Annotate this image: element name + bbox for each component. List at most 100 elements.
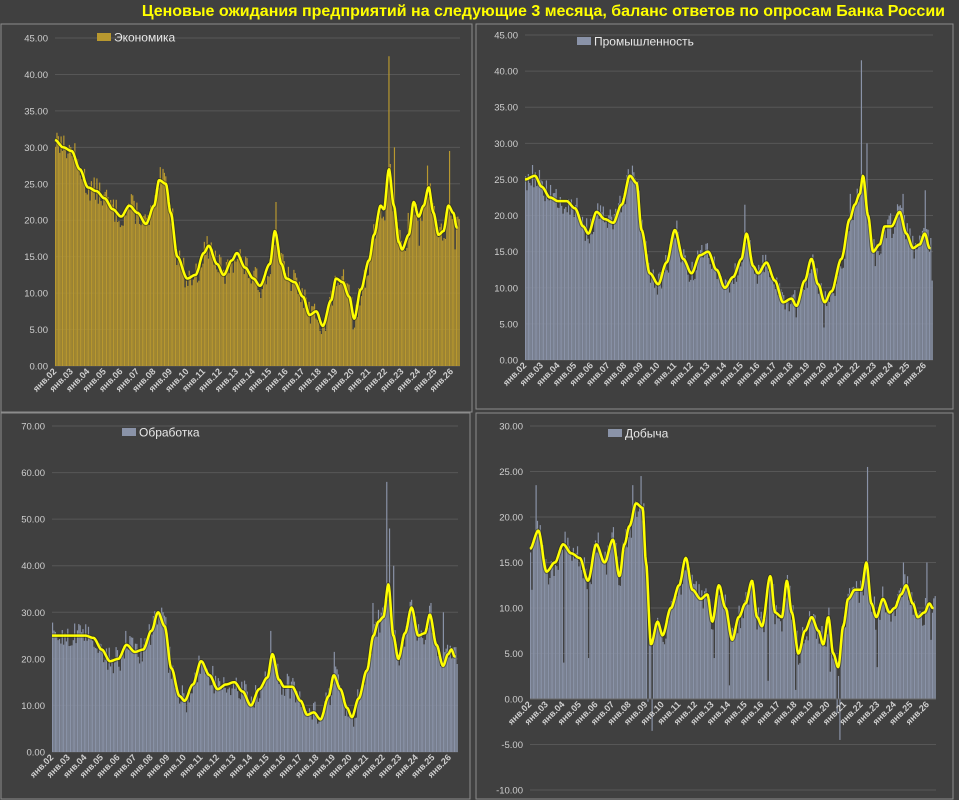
bar [911, 592, 913, 699]
bar [322, 327, 324, 366]
y-tick-label: 40.00 [494, 67, 518, 78]
bar [760, 611, 762, 699]
bar [377, 609, 380, 752]
bar [918, 613, 920, 699]
bar [527, 174, 529, 360]
bar [134, 223, 137, 366]
bar [148, 624, 150, 752]
bar [397, 660, 399, 752]
bar [126, 207, 128, 366]
bar [767, 270, 770, 360]
bar [355, 304, 357, 366]
bar [780, 289, 782, 360]
bar [919, 235, 921, 360]
bar [67, 628, 69, 752]
bar [791, 619, 793, 699]
bar [152, 205, 154, 366]
bar [413, 623, 415, 752]
bar [195, 673, 197, 752]
bar [139, 223, 141, 366]
y-tick-label: 20.00 [24, 216, 48, 227]
bar [845, 236, 847, 360]
bar [165, 617, 167, 752]
bar [608, 215, 610, 360]
bar [730, 281, 732, 360]
bar [384, 598, 386, 752]
bar [915, 616, 917, 699]
bar [646, 562, 648, 699]
bar [536, 520, 539, 699]
bar [63, 135, 65, 366]
bar [446, 644, 449, 752]
bar [593, 544, 595, 699]
y-tick-label: -5.00 [501, 740, 523, 751]
bar [602, 206, 604, 360]
bar [581, 569, 583, 699]
bar [733, 629, 735, 699]
bar [248, 703, 250, 752]
bar [824, 645, 826, 699]
bar [574, 205, 577, 360]
bar [781, 631, 783, 699]
bar [735, 624, 737, 699]
y-tick-label: 5.00 [500, 319, 519, 330]
bar [112, 673, 114, 752]
bar [161, 183, 163, 366]
bar [391, 179, 393, 366]
bar [599, 553, 601, 699]
bar [821, 626, 823, 699]
bar [123, 658, 125, 752]
bar [69, 645, 72, 752]
bar [785, 300, 788, 360]
bar [347, 716, 349, 752]
bar [434, 638, 436, 752]
y-tick-label: 0.00 [30, 362, 49, 373]
bar [830, 292, 832, 360]
bar [180, 262, 182, 366]
bar [896, 204, 899, 360]
bar [723, 608, 725, 699]
bar [530, 552, 532, 699]
bar [267, 674, 269, 752]
bar [358, 288, 360, 366]
y-tick-label: 70.00 [21, 422, 45, 433]
bar [924, 190, 926, 360]
bar [914, 243, 917, 360]
bar [426, 633, 428, 752]
bar [388, 528, 391, 752]
bar [251, 280, 254, 366]
bar [706, 599, 708, 699]
bar [709, 264, 711, 360]
bar [715, 608, 717, 699]
bar [116, 650, 119, 752]
bar [853, 204, 856, 360]
bar [271, 659, 273, 752]
bar [552, 562, 554, 699]
bar [776, 277, 778, 360]
bar [654, 623, 656, 699]
bar [794, 290, 796, 360]
bar [547, 584, 550, 699]
bar [924, 598, 927, 699]
bar [730, 638, 732, 699]
bar [836, 699, 838, 713]
bar [665, 255, 667, 360]
bar [352, 329, 354, 366]
bar [60, 136, 62, 366]
bar [863, 181, 865, 360]
bar [243, 680, 246, 752]
y-tick-label: 50.00 [21, 515, 45, 526]
bar [745, 242, 747, 360]
bar [424, 639, 427, 752]
bar [908, 600, 910, 699]
bar [136, 202, 138, 366]
bar [576, 546, 579, 699]
bar [286, 673, 288, 752]
bar [900, 587, 902, 699]
bar [236, 258, 239, 366]
bar [582, 578, 584, 699]
bar [292, 677, 294, 752]
bar [223, 269, 225, 366]
bar [364, 684, 366, 752]
bar [881, 234, 883, 360]
